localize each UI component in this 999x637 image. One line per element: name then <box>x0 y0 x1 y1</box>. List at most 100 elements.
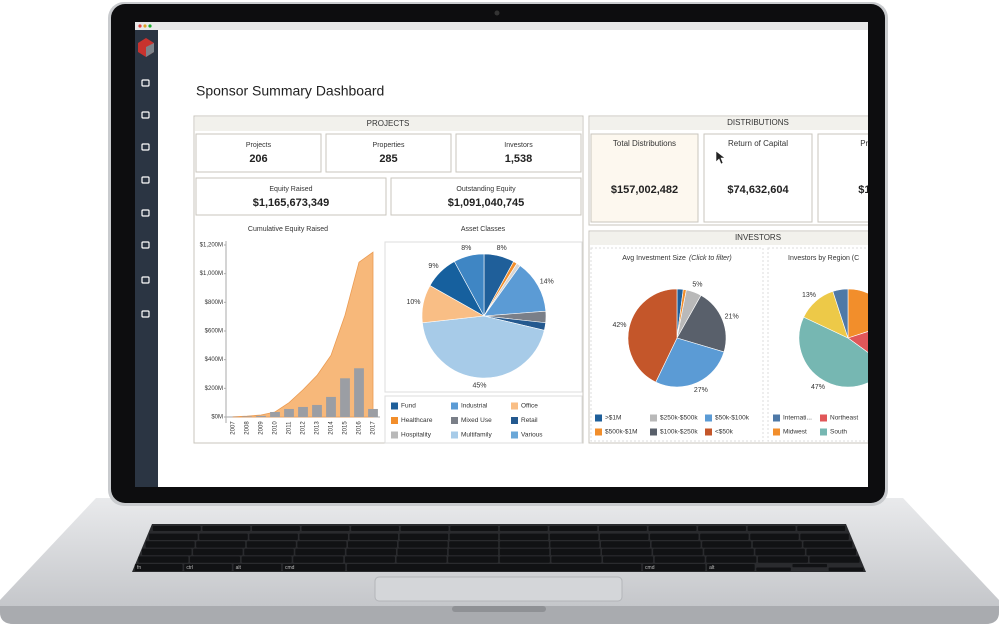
kpi-card <box>325 133 452 173</box>
pie-slice[interactable] <box>655 337 725 388</box>
nav-icon[interactable] <box>141 79 150 87</box>
legend-label: $500k-$1M <box>605 429 638 436</box>
legend-label: Northeast <box>830 415 858 422</box>
key <box>398 541 448 548</box>
legend-swatch[interactable] <box>705 414 712 422</box>
slice-label: 5% <box>692 281 702 288</box>
legend-swatch[interactable] <box>820 414 827 422</box>
key <box>349 533 399 540</box>
pie-slice[interactable] <box>453 253 485 317</box>
nav-icon[interactable] <box>141 111 150 119</box>
panel-heading: INVESTORS <box>735 233 781 242</box>
legend-swatch[interactable] <box>451 431 458 439</box>
legend-swatch[interactable] <box>650 428 657 436</box>
slice-label: 42% <box>612 322 626 329</box>
legend-swatch[interactable] <box>595 428 602 436</box>
sidebar <box>135 30 158 487</box>
panel-heading: DISTRIBUTIONS <box>727 118 789 127</box>
y-tick-label: $1,200M <box>200 243 223 249</box>
bar <box>270 411 280 417</box>
nav-icon[interactable] <box>141 176 150 184</box>
legend-label: $50k-$100k <box>715 415 750 422</box>
key <box>747 526 796 531</box>
nav-icon[interactable] <box>141 209 150 217</box>
key <box>348 541 397 548</box>
legend-swatch[interactable] <box>511 431 518 439</box>
legend-swatch[interactable] <box>391 402 398 410</box>
legend-swatch[interactable] <box>451 402 458 410</box>
legend-swatch[interactable] <box>391 417 398 424</box>
kpi-label: Equity Raised <box>269 186 312 193</box>
pie-slice[interactable] <box>676 294 727 353</box>
key <box>346 564 642 571</box>
key <box>293 556 344 563</box>
panel-header <box>590 232 868 245</box>
legend-swatch[interactable] <box>595 414 602 422</box>
x-tick-label: 2007 <box>231 421 237 435</box>
pie-slice[interactable] <box>847 288 895 339</box>
pie-slice[interactable] <box>832 288 849 339</box>
key <box>750 533 799 540</box>
x-tick-label: 2009 <box>259 421 265 435</box>
y-tick-label: $200M <box>205 386 223 392</box>
key <box>450 526 499 531</box>
key <box>704 548 754 556</box>
slice-label: 10% <box>406 299 420 306</box>
key <box>196 541 246 548</box>
key <box>828 567 864 571</box>
key <box>138 556 189 563</box>
kpi-label: Investors <box>504 142 533 149</box>
bar <box>326 396 336 417</box>
y-tick-label: $600M <box>205 329 223 335</box>
win-dot <box>138 24 142 28</box>
kpi-card <box>590 133 699 223</box>
chart-title: Cumulative Equity Raised <box>248 226 328 233</box>
key <box>803 541 853 548</box>
kpi-value: $74,632,604 <box>727 184 789 196</box>
legend-label: $250k-$500k <box>660 415 698 422</box>
pie-slice[interactable] <box>847 323 897 367</box>
pie-slice[interactable] <box>627 288 678 383</box>
panel-header <box>195 117 582 131</box>
panel-heading: PROJECTS <box>367 119 410 128</box>
key <box>549 533 599 540</box>
legend-swatch[interactable] <box>773 428 780 436</box>
key <box>249 533 298 540</box>
pie-slice[interactable] <box>483 265 547 317</box>
key <box>598 526 647 531</box>
logo-shade <box>146 43 154 57</box>
legend-swatch[interactable] <box>511 417 518 424</box>
key <box>449 533 499 540</box>
key <box>797 526 846 531</box>
key <box>400 526 449 531</box>
chart-title: Avg Investment Size (Click to filter) <box>622 255 731 262</box>
key <box>149 533 198 540</box>
x-tick-label: 2014 <box>329 421 335 435</box>
nav-icon[interactable] <box>141 241 150 249</box>
key-label: alt <box>709 565 715 571</box>
legend-swatch[interactable] <box>705 428 712 436</box>
key-label: alt <box>236 565 242 571</box>
legend-swatch[interactable] <box>451 417 458 424</box>
key <box>184 564 232 571</box>
legend-swatch[interactable] <box>391 431 398 439</box>
legend-swatch[interactable] <box>650 414 657 422</box>
nav-icon[interactable] <box>141 310 150 318</box>
key <box>344 556 395 563</box>
legend-swatch[interactable] <box>820 428 827 436</box>
legend-swatch[interactable] <box>773 414 780 422</box>
pie-slice[interactable] <box>422 315 545 379</box>
x-tick-label: 2016 <box>357 421 363 435</box>
key <box>653 548 703 556</box>
nav-icon[interactable] <box>141 143 150 151</box>
nav-icon[interactable] <box>141 276 150 284</box>
kpi-value: $157,002,482 <box>611 184 678 196</box>
legend-swatch[interactable] <box>511 402 518 410</box>
kpi-label: Total Distributions <box>613 139 676 148</box>
legend-label: Fund <box>401 403 416 410</box>
key <box>551 556 602 563</box>
key <box>193 548 243 556</box>
key <box>800 533 849 540</box>
pie-slice[interactable] <box>798 316 888 388</box>
key <box>297 541 347 548</box>
